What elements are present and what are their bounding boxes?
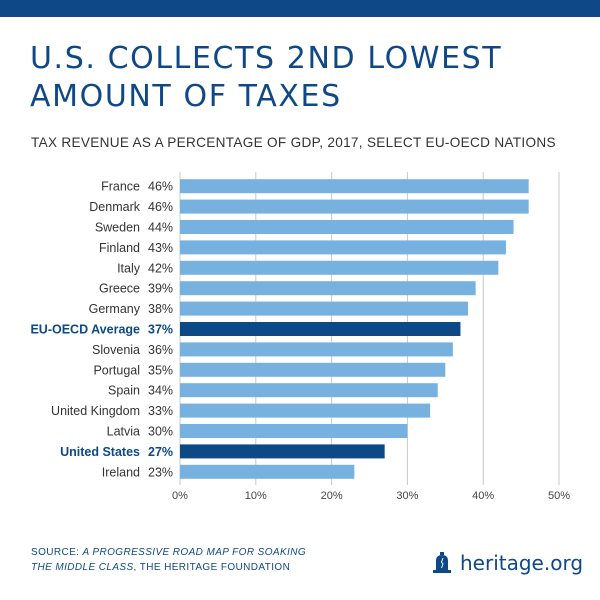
category-label-united-kingdom: United Kingdom xyxy=(51,404,140,418)
value-label-spain: 34% xyxy=(148,384,173,398)
category-label-spain: Spain xyxy=(108,384,140,398)
chart-subtitle: TAX REVENUE AS A PERCENTAGE OF GDP, 2017… xyxy=(31,135,556,150)
x-tick-label-4: 40% xyxy=(472,490,494,502)
liberty-bell-icon xyxy=(433,552,451,573)
bar-denmark xyxy=(180,199,529,214)
bar-greece xyxy=(180,281,476,296)
value-label-ireland: 23% xyxy=(148,465,173,479)
x-tick-label-5: 50% xyxy=(548,490,570,502)
value-label-united-kingdom: 33% xyxy=(148,404,173,418)
x-tick-label-3: 30% xyxy=(396,490,418,502)
category-label-greece: Greece xyxy=(99,282,140,296)
bar-portugal xyxy=(180,362,446,377)
x-tick-label-0: 0% xyxy=(172,490,188,502)
category-label-france: France xyxy=(101,180,140,194)
chart-title: U.S. COLLECTS 2ND LOWEST AMOUNT OF TAXES xyxy=(30,40,590,116)
category-label-eu-oecd-average: EU-OECD Average xyxy=(30,323,140,337)
bar-latvia xyxy=(180,424,408,438)
value-label-eu-oecd-average: 37% xyxy=(148,323,173,337)
bar-germany xyxy=(180,301,469,316)
bar-united-kingdom xyxy=(180,403,431,418)
bar-spain xyxy=(180,383,438,398)
value-label-germany: 38% xyxy=(148,302,173,316)
source-prefix: SOURCE: xyxy=(31,547,83,558)
x-tick-label-2: 20% xyxy=(321,490,343,502)
bar-france xyxy=(180,179,529,194)
category-label-italy: Italy xyxy=(117,261,141,275)
bar-united-states xyxy=(180,444,385,459)
source-reference-line-2: THE MIDDLE CLASS xyxy=(31,562,134,573)
bar-chart: France 46% Denmark 46% Sweden 44% Finland 43% It… xyxy=(30,172,570,502)
category-label-united-states: United States xyxy=(60,445,140,459)
source-note: SOURCE: A PROGRESSIVE ROAD MAP FOR SOAKI… xyxy=(31,545,331,575)
value-label-slovenia: 36% xyxy=(148,343,173,357)
bar-eu-oecd-average xyxy=(180,322,461,336)
value-label-france: 46% xyxy=(148,180,173,194)
category-label-slovenia: Slovenia xyxy=(92,343,140,357)
title-line-1: U.S. COLLECTS 2ND LOWEST xyxy=(30,41,503,76)
brand-text: heritage.org xyxy=(460,551,584,575)
category-label-germany: Germany xyxy=(89,302,141,316)
x-tick-label-1: 10% xyxy=(245,490,267,502)
category-label-denmark: Denmark xyxy=(89,200,140,214)
value-label-united-states: 27% xyxy=(148,445,173,459)
bar-sweden xyxy=(180,220,514,234)
value-label-denmark: 46% xyxy=(148,200,173,214)
value-label-italy: 42% xyxy=(148,261,173,275)
brand-logo: heritage.org xyxy=(432,548,583,578)
value-label-portugal: 35% xyxy=(148,363,173,377)
bar-slovenia xyxy=(180,342,453,357)
source-publisher: , THE HERITAGE FOUNDATION xyxy=(133,562,291,573)
category-label-ireland: Ireland xyxy=(102,465,140,479)
bar-ireland xyxy=(180,464,355,479)
top-band xyxy=(0,0,600,17)
value-label-latvia: 30% xyxy=(148,425,173,439)
value-label-finland: 43% xyxy=(148,241,173,255)
category-label-sweden: Sweden xyxy=(95,221,140,235)
value-label-sweden: 44% xyxy=(148,221,173,235)
value-label-greece: 39% xyxy=(148,282,173,296)
bar-italy xyxy=(180,260,499,275)
bar-finland xyxy=(180,240,506,255)
title-line-2: AMOUNT OF TAXES xyxy=(30,79,342,114)
category-label-finland: Finland xyxy=(99,241,140,255)
source-reference-line-1: A PROGRESSIVE ROAD MAP FOR SOAKING xyxy=(82,547,307,558)
category-label-portugal: Portugal xyxy=(93,363,140,377)
category-label-latvia: Latvia xyxy=(107,425,140,439)
